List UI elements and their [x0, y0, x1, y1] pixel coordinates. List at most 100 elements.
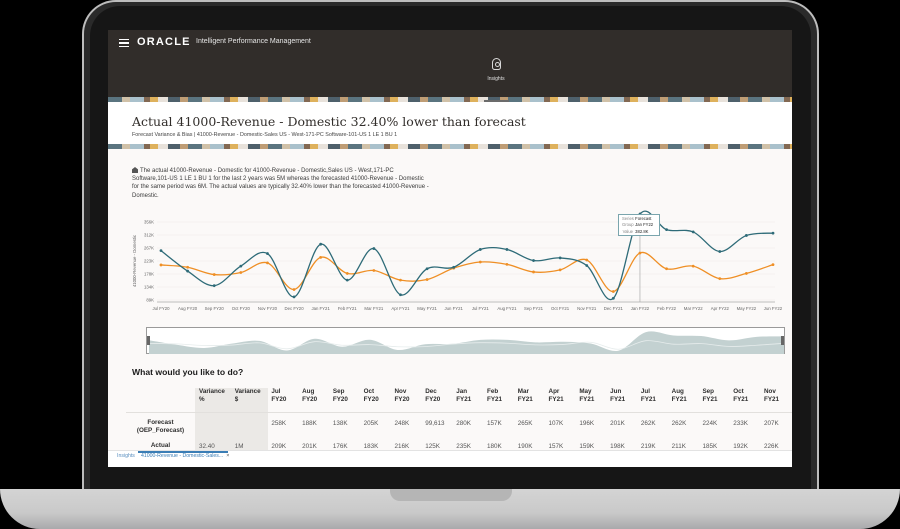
table-cell: [230, 412, 269, 436]
tab-insights[interactable]: Insights: [117, 453, 135, 459]
app-header: ORACLE Intelligent Performance Managemen…: [108, 30, 792, 97]
table-cell: 258K: [271, 419, 287, 427]
table-cell: 209K: [271, 443, 287, 450]
data-point-forecast[interactable]: [319, 242, 323, 246]
x-tick-label: Feb FY21: [338, 306, 357, 311]
data-point-forecast[interactable]: [345, 278, 349, 282]
y-tick-label: 223K: [144, 259, 154, 264]
table-cell: 99,613: [425, 419, 445, 427]
table-cell: 265K: [517, 419, 533, 427]
data-point-forecast[interactable]: [478, 248, 482, 251]
table-cell: 176K: [332, 443, 348, 450]
data-point-actual[interactable]: [399, 278, 402, 282]
data-point-forecast[interactable]: [665, 228, 668, 231]
data-point-actual[interactable]: [505, 262, 509, 266]
data-point-actual[interactable]: [319, 255, 323, 259]
chart-canvas[interactable]: 356K 312K 267K 223K 178K 134K 89K 41000-Revenue…: [108, 150, 792, 330]
data-point-forecast[interactable]: [372, 247, 376, 250]
table-cell: 180K: [486, 443, 502, 450]
data-point-actual[interactable]: [266, 261, 269, 265]
table-cell: 107K: [548, 419, 564, 427]
table-header-row: Variance% Variance $ Jul FY20 Aug FY20 Sep FY20 O…: [126, 388, 792, 413]
x-tick-label: Jan FY22: [631, 306, 650, 311]
data-point-forecast[interactable]: [452, 265, 456, 269]
data-point-actual[interactable]: [558, 268, 562, 272]
series-line-forecast[interactable]: [160, 210, 774, 301]
x-tick-label: Mar FY22: [684, 306, 703, 311]
chart-tooltip: Series Forecast Group Jan FY22 Value 382…: [618, 214, 660, 236]
page-subtitle: Forecast Variance & Bias | 41000-Revenue…: [132, 132, 398, 138]
table-cell: 185K: [702, 443, 718, 450]
hamburger-menu-icon[interactable]: [119, 39, 129, 47]
table-cell: 262K: [671, 419, 687, 427]
navigator-right-handle[interactable]: [781, 336, 784, 345]
column-header: Sep FY21: [699, 388, 731, 413]
column-header: Variance $: [230, 388, 269, 413]
series-line-actual[interactable]: [160, 251, 774, 293]
data-point-actual[interactable]: [744, 272, 748, 275]
data-point-actual[interactable]: [478, 260, 482, 264]
table-cell: 280K: [456, 419, 471, 427]
data-point-actual[interactable]: [771, 263, 775, 267]
data-point-forecast[interactable]: [558, 256, 562, 260]
data-point-actual[interactable]: [532, 270, 535, 274]
data-point-forecast[interactable]: [585, 264, 589, 267]
column-header: Nov FY21: [761, 388, 792, 413]
data-point-actual[interactable]: [611, 290, 615, 293]
chart-overview-navigator[interactable]: [146, 327, 785, 354]
data-point-forecast[interactable]: [266, 252, 269, 255]
x-tick-label: Dec FY21: [604, 306, 624, 311]
data-point-forecast[interactable]: [425, 267, 429, 271]
table-cell: 196K: [579, 419, 595, 427]
table-cell: 138K: [332, 419, 348, 427]
data-point-actual[interactable]: [372, 269, 376, 272]
data-point-forecast[interactable]: [691, 230, 695, 234]
data-point-forecast[interactable]: [532, 259, 535, 262]
data-point-forecast[interactable]: [212, 284, 216, 288]
table-cell: 216K: [394, 443, 410, 450]
table-cell: 190K: [517, 443, 533, 450]
column-header: Nov FY20: [391, 388, 423, 413]
data-point-forecast[interactable]: [399, 293, 402, 297]
data-point-actual[interactable]: [665, 267, 668, 271]
line-chart[interactable]: 356K 312K 267K 223K 178K 134K 89K 41000-Revenue…: [108, 150, 792, 450]
page-title: Actual 41000-Revenue - Domestic 32.40% l…: [132, 114, 526, 129]
data-point-actual[interactable]: [691, 264, 695, 268]
data-point-actual[interactable]: [345, 272, 349, 275]
column-header: Jul FY21: [637, 388, 669, 413]
data-point-actual[interactable]: [159, 263, 163, 267]
table-cell: 262K: [640, 419, 656, 427]
close-icon[interactable]: ×: [226, 453, 230, 459]
data-point-forecast[interactable]: [292, 295, 296, 299]
data-point-forecast[interactable]: [159, 249, 163, 253]
oracle-logo: ORACLE: [137, 36, 191, 48]
table-cell: 233K: [733, 419, 748, 427]
table-cell: 248K: [394, 419, 410, 427]
insight-summary-text: The actual 41000-Revenue - Domestic for …: [132, 168, 429, 199]
y-tick-label: 134K: [144, 285, 154, 290]
data-point-actual[interactable]: [292, 288, 296, 291]
data-point-forecast[interactable]: [186, 269, 190, 273]
data-point-actual[interactable]: [585, 258, 589, 262]
decorative-banner-bottom: [108, 144, 792, 149]
data-point-actual[interactable]: [186, 265, 190, 269]
table-cell: [194, 412, 231, 436]
data-point-forecast[interactable]: [239, 264, 243, 268]
data-point-forecast[interactable]: [771, 231, 775, 235]
data-point-forecast[interactable]: [505, 248, 509, 251]
table-cell: 188K: [302, 419, 317, 427]
nav-insights[interactable]: Insights: [481, 58, 511, 82]
data-point-forecast[interactable]: [611, 296, 615, 300]
tooltip-value: 382.8K: [635, 228, 649, 234]
data-point-actual[interactable]: [425, 278, 429, 281]
column-header: Jun FY21: [607, 388, 638, 413]
data-point-actual[interactable]: [212, 273, 216, 276]
navigator-left-handle[interactable]: [147, 336, 150, 345]
tab-revenue-domestic[interactable]: 41000-Revenue - Domestic-Sales... ×: [141, 453, 230, 459]
data-point-actual[interactable]: [239, 271, 243, 274]
data-point-actual[interactable]: [638, 251, 642, 255]
data-point-forecast[interactable]: [718, 250, 722, 253]
data-point-actual[interactable]: [718, 277, 722, 281]
data-point-forecast[interactable]: [744, 234, 748, 237]
x-tick-label: Jan FY21: [311, 306, 330, 311]
